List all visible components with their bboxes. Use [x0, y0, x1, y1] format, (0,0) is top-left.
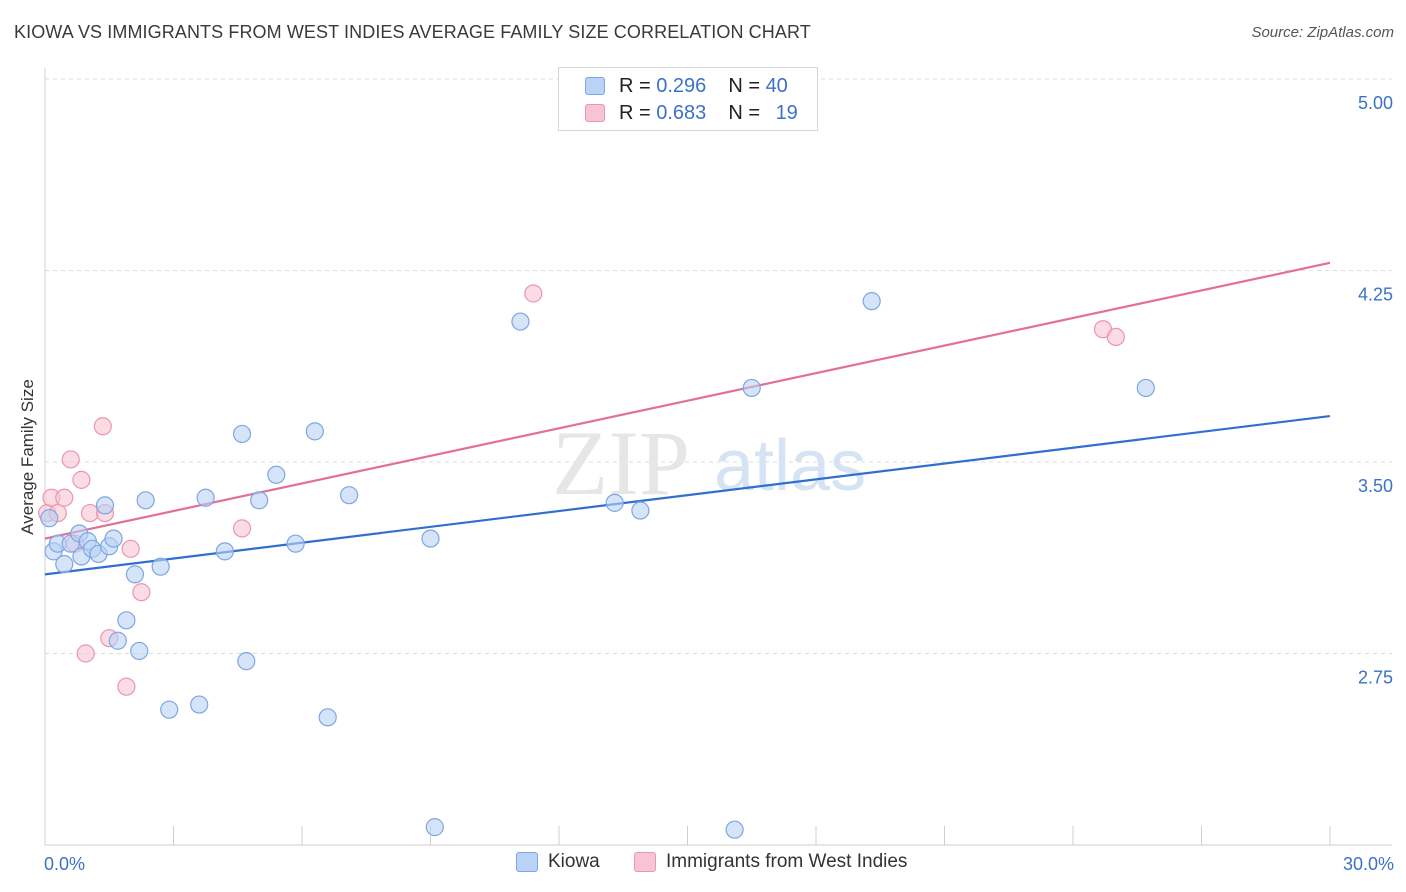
point-west-indies	[93, 417, 112, 436]
point-kiowa	[267, 465, 286, 484]
point-kiowa	[136, 491, 155, 510]
legend-r-label: R =	[619, 74, 651, 97]
point-kiowa	[160, 700, 179, 719]
point-kiowa	[215, 542, 234, 561]
legend-n-label: N =	[728, 101, 760, 124]
axis-labels: 2.75 3.50 4.25 5.00 0.0% 30.0%	[44, 93, 1394, 874]
legend-r-label: R =	[619, 101, 651, 124]
y-tick-label: 5.00	[1358, 93, 1393, 113]
point-kiowa	[631, 501, 650, 520]
legend-r-value-west-indies: 0.683	[656, 101, 707, 124]
point-kiowa	[605, 493, 624, 512]
point-west-indies	[121, 539, 140, 558]
axes	[44, 68, 1392, 846]
legend-r-value-kiowa: 0.296	[656, 74, 707, 97]
y-axis-label: Average Family Size	[18, 379, 37, 535]
point-kiowa	[108, 631, 127, 650]
series-swatch-west-indies	[634, 852, 656, 872]
point-west-indies	[61, 450, 80, 469]
y-tick-label: 2.75	[1358, 668, 1393, 688]
point-west-indies	[524, 284, 543, 303]
point-west-indies	[117, 677, 136, 696]
series-label-west-indies: Immigrants from West Indies	[666, 851, 908, 872]
point-west-indies	[132, 583, 151, 602]
y-tick-label: 4.25	[1358, 285, 1393, 305]
point-kiowa	[117, 611, 136, 630]
point-kiowa	[104, 529, 123, 548]
point-kiowa	[725, 820, 744, 839]
point-kiowa	[130, 641, 149, 661]
chart-title: KIOWA VS IMMIGRANTS FROM WEST INDIES AVE…	[14, 22, 811, 42]
point-kiowa	[340, 486, 359, 505]
point-kiowa	[95, 496, 115, 515]
point-kiowa	[421, 529, 440, 548]
x-tick-label-min: 0.0%	[44, 854, 85, 874]
point-kiowa	[40, 509, 59, 528]
legend-swatch-kiowa	[585, 77, 605, 95]
point-kiowa	[190, 695, 209, 714]
source-credit: Source: ZipAtlas.com	[1251, 24, 1394, 41]
series-legend-west-indies[interactable]: Immigrants from West Indies	[634, 851, 907, 873]
legend-n-value-kiowa: 40	[765, 74, 788, 97]
series-label-kiowa: Kiowa	[548, 851, 600, 872]
point-west-indies	[232, 519, 252, 538]
point-west-indies	[1106, 327, 1125, 346]
point-kiowa	[232, 424, 252, 444]
point-kiowa	[55, 555, 74, 574]
point-kiowa	[305, 422, 324, 441]
point-kiowa	[862, 292, 881, 311]
point-kiowa	[511, 312, 530, 331]
point-kiowa	[318, 708, 337, 727]
point-kiowa	[286, 534, 305, 553]
point-west-indies	[55, 488, 74, 507]
series-legend: Kiowa Immigrants from West Indies	[0, 851, 1406, 879]
legend-n-label: N =	[728, 74, 760, 97]
x-tick-label-max: 30.0%	[1343, 854, 1394, 874]
series-swatch-kiowa	[516, 852, 538, 872]
correlation-legend: R = 0.296 N = 40 R = 0.683 N = 19	[558, 67, 818, 131]
series-legend-kiowa[interactable]: Kiowa	[516, 851, 600, 873]
point-kiowa	[1136, 378, 1155, 398]
watermark-atlas: atlas	[714, 426, 866, 506]
point-kiowa	[250, 491, 269, 510]
point-west-indies	[76, 644, 95, 663]
point-kiowa	[425, 818, 444, 837]
data-points	[38, 284, 1155, 839]
point-kiowa	[237, 652, 256, 671]
legend-swatch-west-indies	[585, 104, 605, 122]
point-west-indies	[72, 470, 91, 489]
legend-row-west-indies: R = 0.683 N = 19	[585, 101, 798, 125]
y-tick-label: 3.50	[1358, 476, 1393, 496]
legend-n-value-west-indies: 19	[775, 101, 798, 124]
watermark: ZIP atlas	[552, 412, 866, 514]
legend-row-kiowa: R = 0.296 N = 40	[585, 74, 788, 98]
trend-line-kiowa	[44, 414, 1331, 576]
point-kiowa	[151, 557, 170, 576]
point-kiowa	[196, 488, 215, 507]
point-kiowa	[125, 565, 145, 584]
point-kiowa	[742, 378, 761, 398]
gridlines	[45, 78, 1392, 654]
